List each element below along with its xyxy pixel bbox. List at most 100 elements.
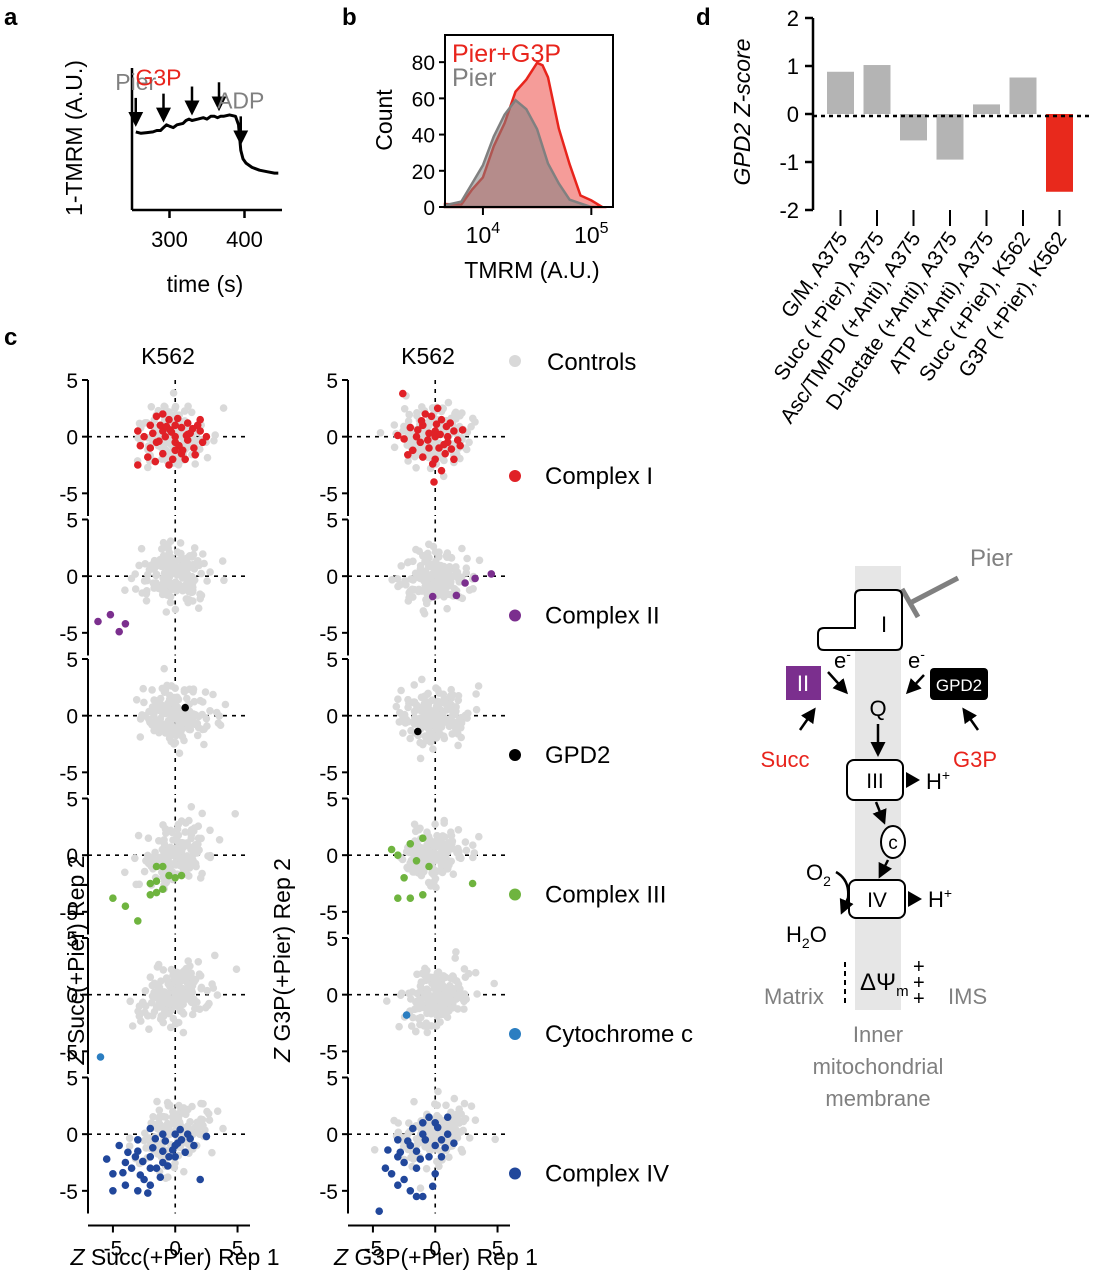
c-control-point [197, 834, 205, 843]
b-x-label: TMRM (A.U.) [464, 257, 599, 283]
c-control-point [184, 598, 192, 607]
c-control-point [153, 1097, 161, 1106]
c-control-point [162, 974, 171, 982]
c-point-complex_iii [400, 874, 408, 882]
c-control-point [432, 684, 440, 692]
c-control-point [422, 1164, 431, 1173]
c-control-point [461, 1115, 470, 1123]
c-control-point [215, 836, 224, 844]
c-control-point [164, 699, 172, 708]
c-point-complex_iii [152, 877, 161, 885]
c-control-point [179, 857, 187, 865]
c-control-point [457, 724, 465, 732]
c-point-gpd2 [414, 727, 422, 736]
c-y-tick-label: 0 [326, 985, 338, 1008]
c-control-point [416, 714, 424, 723]
proton-arrow-iv [908, 891, 922, 907]
c-control-point [163, 1119, 172, 1128]
gpd2-label: GPD2 [936, 676, 982, 695]
c-point-complex_iv [400, 1175, 408, 1184]
c-point-complex_iv [437, 1136, 446, 1144]
c-point-complex_i [134, 461, 142, 469]
d-y-tick-label: -1 [779, 150, 799, 175]
c-point-complex_i [400, 435, 408, 443]
c-control-point [147, 403, 156, 411]
c-control-point [193, 731, 202, 740]
c-control-point [417, 866, 426, 875]
c-control-point [188, 981, 197, 990]
c-point-complex_iv [190, 1141, 198, 1150]
c-control-point [232, 965, 241, 973]
c-control-point [173, 711, 181, 719]
c-point-complex_i [441, 449, 450, 458]
c-control-point [210, 436, 218, 445]
c-control-point [434, 1087, 442, 1096]
delta-psi-symbol: ΔΨ [860, 969, 896, 996]
c-control-point [144, 463, 152, 472]
c-control-point [449, 870, 458, 878]
c-control-point [429, 745, 437, 753]
c-control-point [370, 1146, 379, 1154]
c-point-complex_iv [421, 1136, 430, 1144]
c-control-point [419, 706, 428, 714]
c-control-point [159, 1018, 167, 1027]
c-legend-label-0: Complex I [545, 463, 653, 490]
c-control-point [437, 723, 446, 731]
electron-left-e: e [834, 648, 846, 673]
c-point-complex_i [399, 389, 407, 398]
complex-iii-label: III [866, 770, 884, 793]
c-control-point [152, 570, 161, 579]
c-y-tick-label: -5 [319, 902, 338, 925]
complex-iv-label: IV [867, 889, 887, 912]
c-control-point [134, 831, 143, 840]
complex-i-label: I [881, 612, 887, 637]
gpd2-box [930, 668, 988, 700]
c-control-point [191, 1004, 199, 1013]
c-control-point [162, 829, 170, 837]
c-control-point [187, 408, 196, 417]
c-point-complex_i [134, 427, 142, 435]
c-control-point [221, 700, 230, 709]
c-control-point [154, 584, 163, 593]
c-control-point [427, 882, 435, 890]
c-control-point [161, 686, 170, 695]
a-y-label: 1-TMRM (A.U.) [61, 60, 87, 216]
c-control-point [421, 964, 429, 973]
c-control-point [196, 874, 205, 882]
c-point-complex_iv [136, 1171, 145, 1179]
c-control-point [161, 851, 169, 860]
c-control-point [183, 971, 191, 980]
c-control-point [144, 859, 153, 868]
proton-iii-sup: + [942, 767, 950, 783]
plus-1: + [913, 956, 925, 978]
c-control-point [451, 954, 460, 962]
c-control-point [145, 1025, 153, 1033]
c-control-point [198, 710, 206, 719]
c-point-complex_iv [437, 1153, 446, 1161]
c-control-point [140, 698, 148, 707]
c-control-point [174, 461, 183, 469]
c-control-point [157, 726, 166, 734]
c-point-complex_i [136, 441, 145, 450]
c-control-point [165, 548, 174, 557]
c-control-point [400, 422, 408, 431]
c-control-point [404, 717, 412, 726]
c-control-point [405, 1119, 413, 1127]
c-point-complex_iv [381, 1164, 390, 1172]
c-control-point [173, 725, 181, 733]
c-point-complex_i [432, 420, 441, 429]
c-y-tick-label: 5 [326, 789, 338, 812]
d-y-label-text: GPD2 Z-score [729, 39, 755, 186]
c-control-point [399, 729, 407, 737]
c-control-point [156, 990, 165, 999]
c-control-point [383, 997, 391, 1005]
c-point-complex_i [196, 427, 204, 435]
c-control-point [469, 585, 477, 593]
c-point-complex_iv [121, 1158, 130, 1167]
c-control-point [203, 453, 212, 462]
c-right-y-label: Z G3P(+Pier) Rep 2 [269, 858, 295, 1063]
c-point-complex_iv [394, 1181, 402, 1189]
c-control-point [167, 965, 176, 974]
c-point-complex_iv [443, 1130, 452, 1138]
